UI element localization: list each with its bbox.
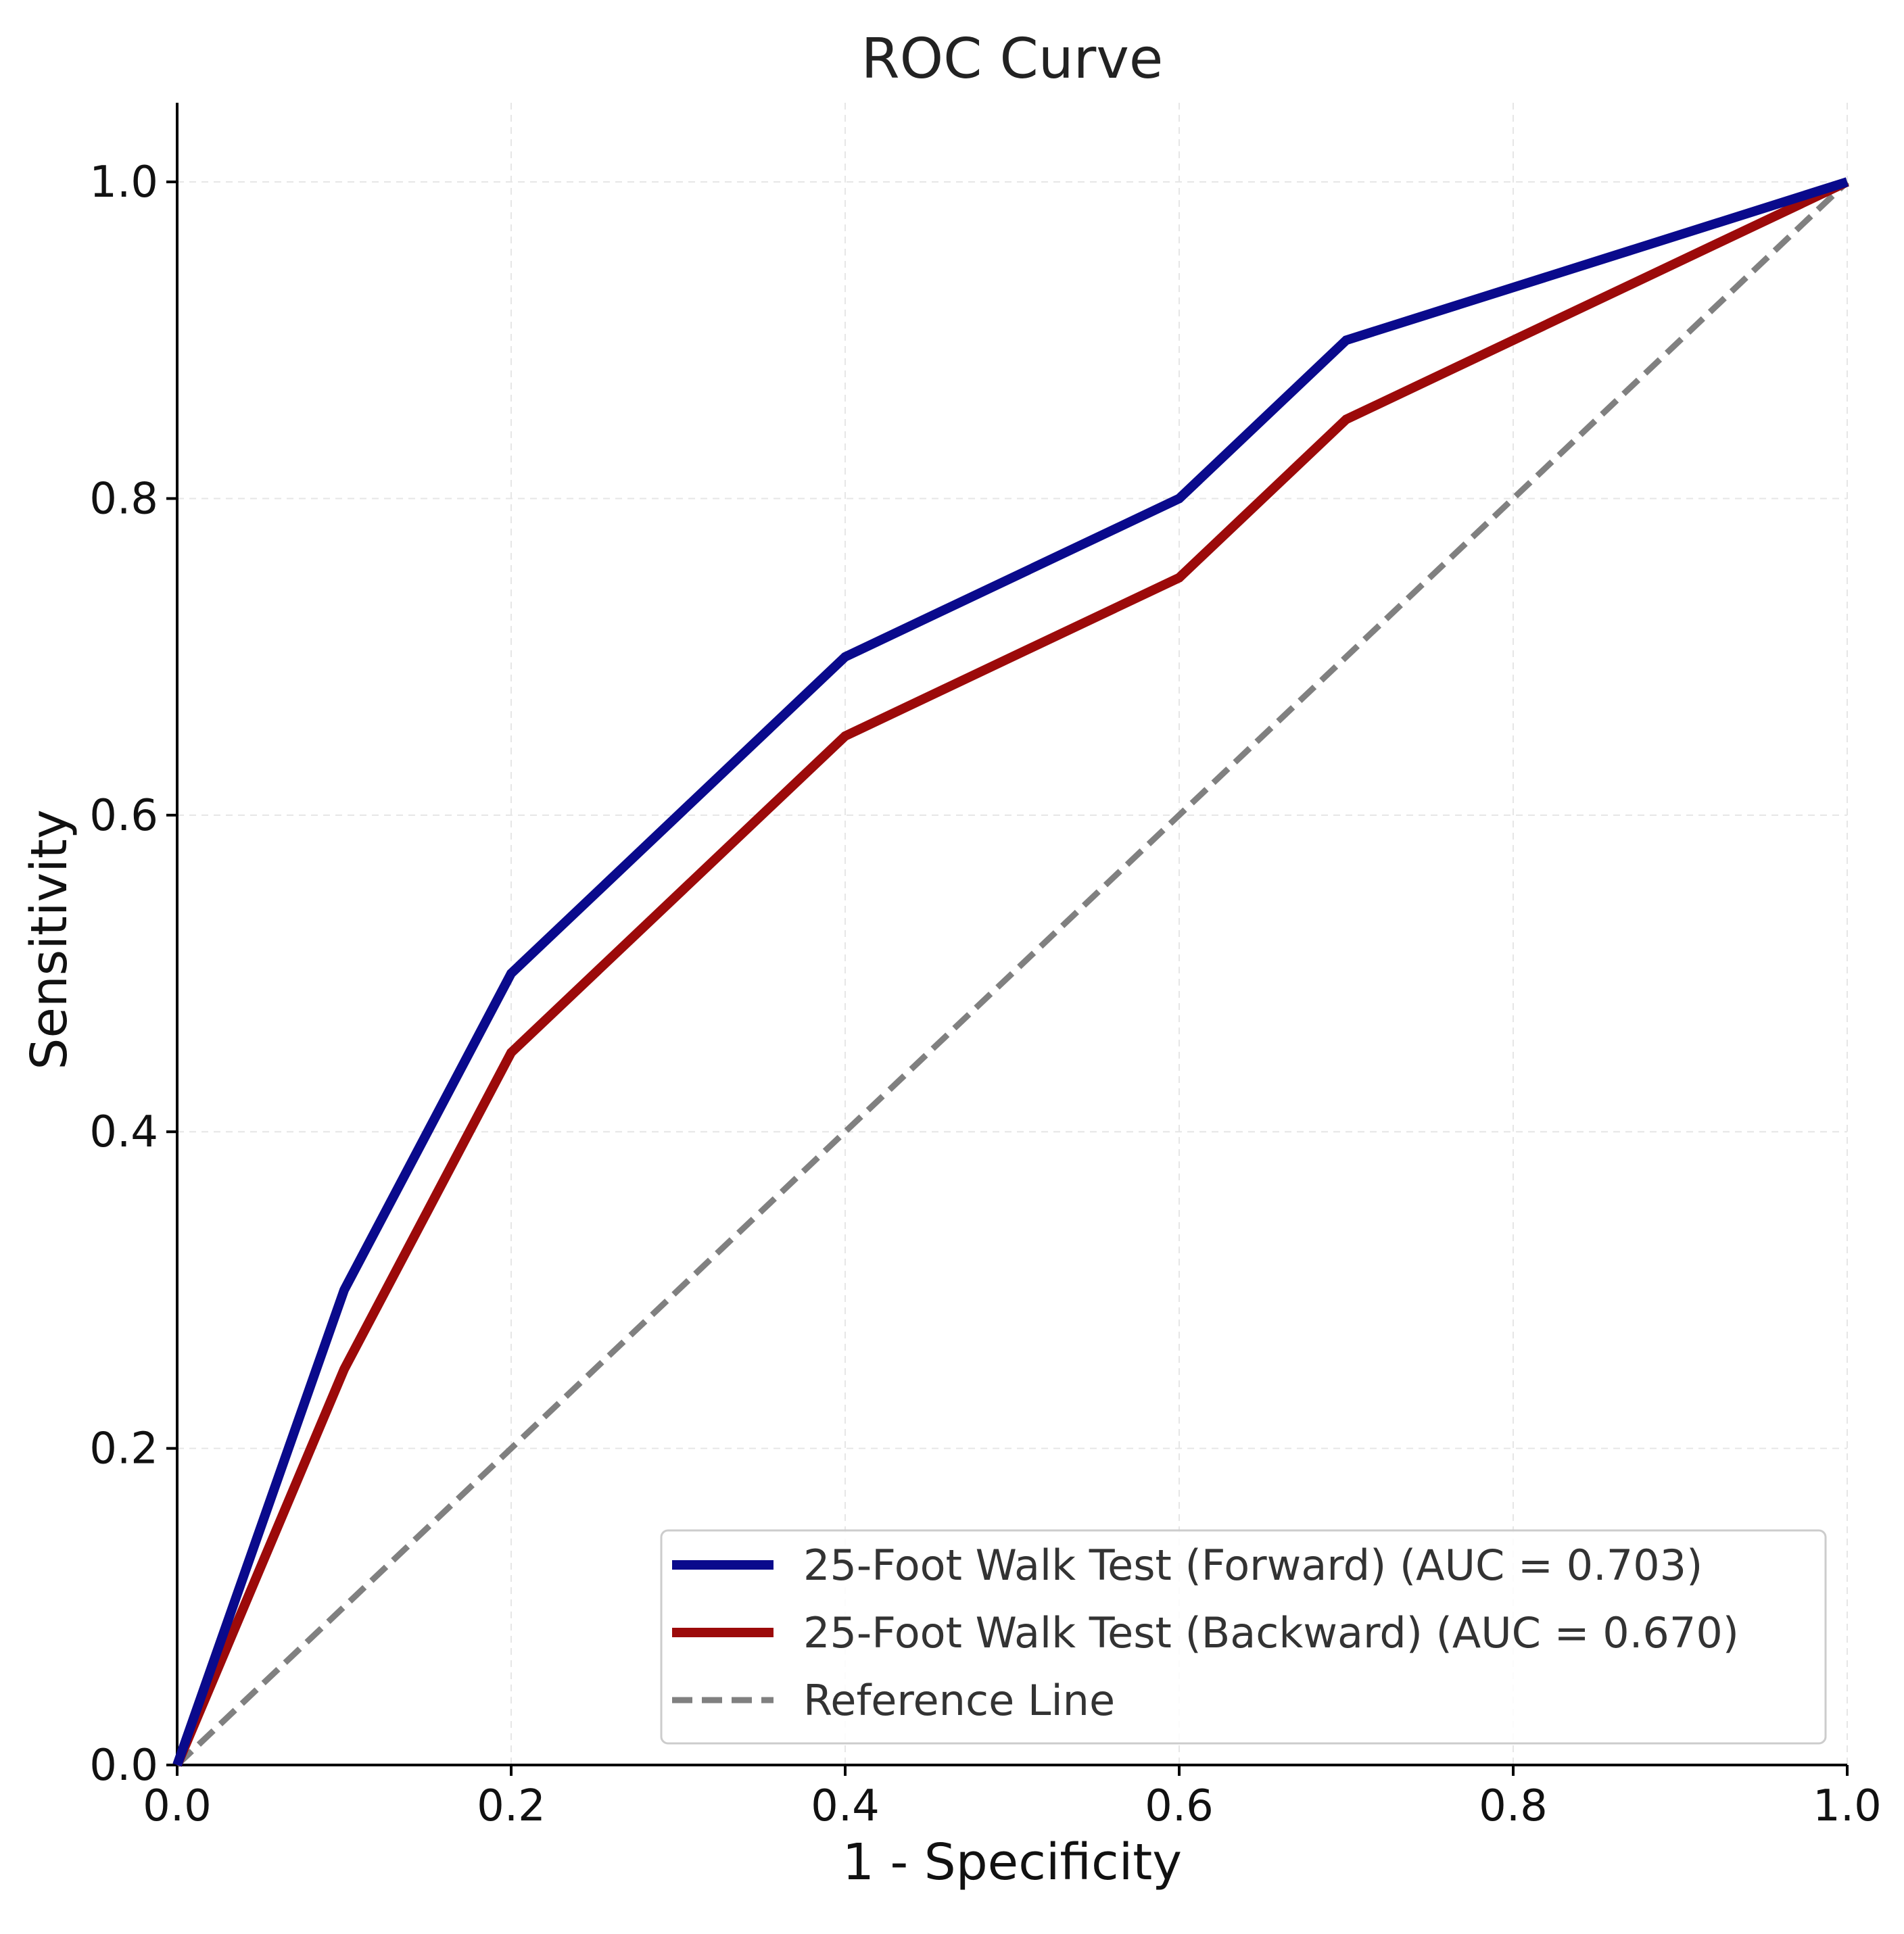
y-tick-label-2: 0.4	[89, 1107, 158, 1157]
tick-labels: 0.0 0.2 0.4 0.6 0.8 1.0 0.0 0.2 0.4 0.6 0.8 1.0	[89, 158, 1882, 1831]
y-tick-label-1: 0.2	[89, 1424, 158, 1474]
x-axis-label: 1 - Specificity	[842, 1833, 1182, 1891]
chart-title: ROC Curve	[861, 27, 1164, 91]
y-tick-label-4: 0.8	[89, 474, 158, 524]
x-tick-label-5: 1.0	[1813, 1781, 1882, 1831]
x-tick-label-0: 0.0	[143, 1781, 212, 1831]
y-axis-label: Sensitivity	[20, 809, 78, 1069]
x-tick-label-2: 0.4	[811, 1781, 880, 1831]
legend: 25-Foot Walk Test (Forward) (AUC = 0.703…	[660, 1529, 1827, 1745]
series-line-0	[172, 177, 1849, 1767]
y-tick-label-5: 1.0	[89, 158, 158, 208]
series-line-2	[174, 179, 1850, 1768]
series-lines	[172, 177, 1850, 1768]
grid	[176, 103, 1848, 1766]
legend-label-backward: 25-Foot Walk Test (Backward) (AUC = 0.67…	[803, 1608, 1739, 1658]
legend-box	[660, 1529, 1827, 1745]
x-tick-label-3: 0.6	[1145, 1781, 1214, 1831]
legend-label-reference: Reference Line	[803, 1676, 1115, 1725]
x-tick-label-1: 0.2	[477, 1781, 546, 1831]
y-tick-label-3: 0.6	[89, 791, 158, 841]
x-tick-label-4: 0.8	[1479, 1781, 1548, 1831]
y-tick-label-0: 0.0	[89, 1741, 158, 1791]
series-line-1	[172, 177, 1849, 1767]
axes	[166, 103, 1849, 1776]
legend-label-forward: 25-Foot Walk Test (Forward) (AUC = 0.703…	[803, 1541, 1703, 1590]
